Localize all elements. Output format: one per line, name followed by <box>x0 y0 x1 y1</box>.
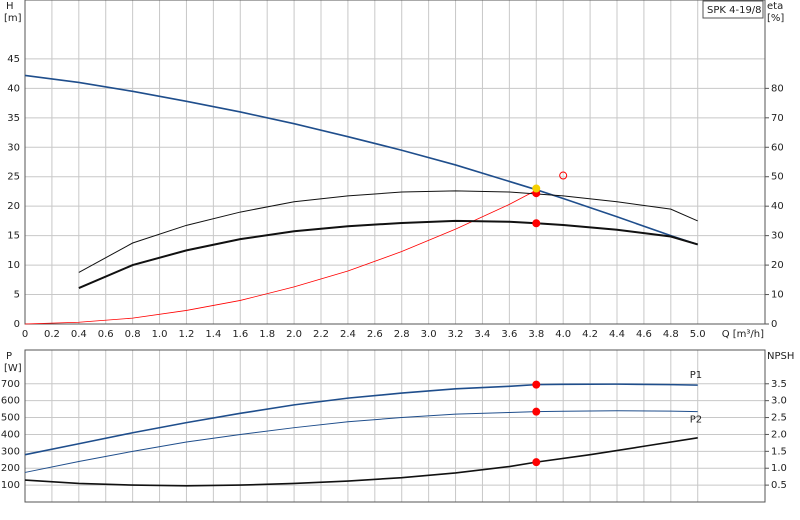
legend-box <box>702 0 764 19</box>
y2-tick-label: 80 <box>771 83 784 94</box>
y2-tick-label: 3.5 <box>771 379 787 390</box>
x-tick-label: 0.6 <box>98 329 114 340</box>
y2-tick-label: 70 <box>771 113 784 124</box>
y-tick-label: 40 <box>7 83 20 94</box>
curve <box>24 410 698 473</box>
x-tick-label: 2.0 <box>286 329 302 340</box>
curve <box>24 437 698 487</box>
data-point <box>532 184 541 193</box>
y2-axis-label: eta <box>767 1 783 12</box>
x-tick-label: 2.2 <box>313 329 329 340</box>
y-tick-label: 400 <box>1 429 20 440</box>
y-tick-label: 20 <box>7 201 20 212</box>
x-tick-label: 1.4 <box>205 329 221 340</box>
x-tick-label: 1.8 <box>259 329 275 340</box>
x-axis-label: Q [m³/h] <box>722 329 764 340</box>
y-tick-label: 25 <box>7 172 20 183</box>
y2-tick-label: 60 <box>771 142 784 153</box>
y-tick-label: 15 <box>7 231 20 242</box>
y-tick-label: 200 <box>1 463 20 474</box>
y-tick-label: 0 <box>14 319 20 330</box>
x-tick-label: 1.2 <box>179 329 195 340</box>
y2-tick-label: 2.5 <box>771 413 787 424</box>
y-tick-label: 45 <box>7 54 20 65</box>
x-tick-label: 3.2 <box>448 329 464 340</box>
curve <box>78 219 699 289</box>
series-label: P2 <box>690 415 702 426</box>
data-point <box>559 171 568 180</box>
x-tick-label: 0.2 <box>44 329 60 340</box>
y2-tick-label: 40 <box>771 201 784 212</box>
y2-tick-label: 2.0 <box>771 429 787 440</box>
legend-title: SPK 4-19/8 <box>707 5 762 16</box>
y-tick-label: 300 <box>1 446 20 457</box>
x-tick-label: 0 <box>22 329 28 340</box>
y-tick-label: 100 <box>1 480 20 491</box>
y2-tick-label: 0 <box>771 319 777 330</box>
x-tick-label: 3.0 <box>421 329 437 340</box>
plot-frame <box>24 349 766 503</box>
y-axis-unit: [W] <box>4 363 22 374</box>
x-tick-label: 3.4 <box>475 329 491 340</box>
plot-frame <box>24 0 766 325</box>
y-axis-unit: [m] <box>4 13 22 24</box>
x-tick-label: 4.8 <box>663 329 679 340</box>
x-tick-label: 4.4 <box>609 329 625 340</box>
y2-tick-label: 20 <box>771 260 784 271</box>
x-tick-label: 3.8 <box>528 329 544 340</box>
y2-tick-label: 30 <box>771 231 784 242</box>
y-tick-label: 30 <box>7 142 20 153</box>
x-tick-label: 0.4 <box>71 329 87 340</box>
y-tick-label: 10 <box>7 260 20 271</box>
y-axis-label: P <box>6 351 12 362</box>
x-tick-label: 4.0 <box>555 329 571 340</box>
x-tick-label: 3.6 <box>501 329 517 340</box>
y2-tick-label: 1.5 <box>771 446 787 457</box>
curve <box>24 189 537 325</box>
x-tick-label: 4.6 <box>636 329 652 340</box>
data-point <box>532 219 541 228</box>
curve <box>24 383 698 456</box>
x-tick-label: 1.0 <box>152 329 168 340</box>
y2-axis-label: NPSH <box>767 351 794 362</box>
y2-tick-label: 3.0 <box>771 396 787 407</box>
curve <box>78 190 698 273</box>
y2-tick-label: 1.0 <box>771 463 787 474</box>
x-tick-label: 4.2 <box>582 329 598 340</box>
x-tick-label: 0.8 <box>125 329 141 340</box>
data-point <box>532 458 541 467</box>
x-tick-label: 2.4 <box>340 329 356 340</box>
y-tick-label: 700 <box>1 379 20 390</box>
y2-tick-label: 0.5 <box>771 480 787 491</box>
y-tick-label: 500 <box>1 413 20 424</box>
y2-tick-label: 10 <box>771 290 784 301</box>
x-tick-label: 1.6 <box>232 329 248 340</box>
curve <box>24 74 698 246</box>
x-tick-label: 2.6 <box>367 329 383 340</box>
x-tick-label: 2.8 <box>394 329 410 340</box>
y-axis-label: H <box>6 1 14 12</box>
y-tick-label: 600 <box>1 396 20 407</box>
y2-axis-unit: [%] <box>767 13 784 24</box>
y2-tick-label: 50 <box>771 172 784 183</box>
data-point <box>532 380 541 389</box>
data-point <box>532 407 541 416</box>
x-tick-label: 5.0 <box>690 329 706 340</box>
y-tick-label: 5 <box>14 290 20 301</box>
y-tick-label: 35 <box>7 113 20 124</box>
series-label: P1 <box>690 370 702 381</box>
